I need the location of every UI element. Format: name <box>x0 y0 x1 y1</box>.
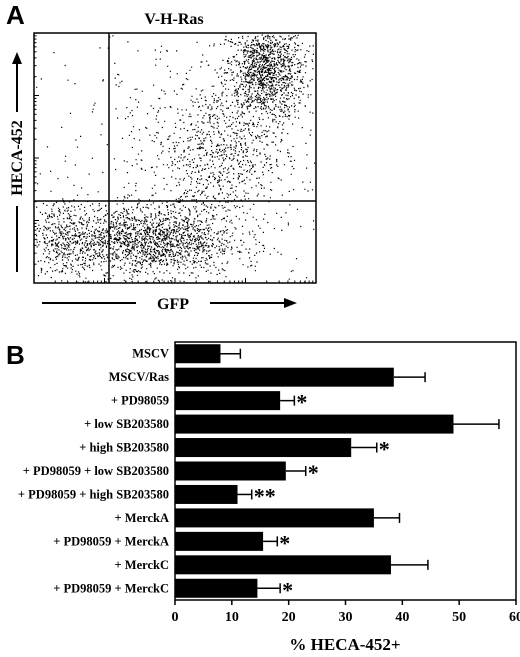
bar <box>175 508 374 528</box>
scatter-ticks <box>33 35 314 284</box>
bar <box>175 461 286 481</box>
bar-x-tick-label: 60 <box>509 610 520 625</box>
bar-x-tick-label: 50 <box>452 610 466 625</box>
x-axis-arrow-label: GFP <box>42 296 297 313</box>
significance-marker: * <box>308 460 319 485</box>
bar-x-tick-label: 0 <box>172 610 179 625</box>
scatter-y-label: HECA-452 <box>9 120 26 196</box>
scatter-dots <box>36 34 316 283</box>
scatter-plot-frame <box>33 32 317 284</box>
bar-category-label: + PD98059 <box>111 394 169 408</box>
bar <box>175 438 352 458</box>
bar-category-label: + high SB203580 <box>79 441 169 455</box>
bar-category-label: MSCV/Ras <box>109 370 170 384</box>
bar <box>175 367 394 387</box>
panel-b-letter: B <box>6 340 25 370</box>
bar <box>175 414 454 434</box>
significance-marker: ** <box>254 483 276 508</box>
bar-category-label: + PD98059 + MerckA <box>53 534 169 548</box>
bar-category-label: + MerckC <box>115 558 169 572</box>
bar-chart: MSCV MSCV/Ras + PD98059 * + low SB203580 + hi… <box>18 341 520 654</box>
bar <box>175 484 238 504</box>
bar-group: MSCV MSCV/Ras + PD98059 * + low SB203580 + hi… <box>18 344 500 602</box>
significance-marker: * <box>282 577 293 602</box>
bar-category-label: + PD98059 + MerckC <box>53 581 169 595</box>
bar <box>175 578 258 598</box>
panel-a-letter: A <box>6 0 25 30</box>
significance-marker: * <box>279 530 290 555</box>
y-arrow-head-icon <box>12 52 22 64</box>
bar-category-label: MSCV <box>132 347 169 361</box>
scatter-points <box>36 34 316 283</box>
bar-x-tick-label: 20 <box>282 610 296 625</box>
panel-a-title: V-H-Ras <box>144 11 203 28</box>
bar-category-label: + PD98059 + low SB203580 <box>23 464 169 478</box>
bar-category-label: + low SB203580 <box>84 417 169 431</box>
x-arrow-head-icon <box>284 298 297 308</box>
bar-x-axis: 0 10 20 30 40 50 60 <box>172 600 520 625</box>
bar-category-label: + MerckA <box>115 511 169 525</box>
bar-category-label: + PD98059 + high SB203580 <box>18 487 169 501</box>
y-axis-arrow-label: HECA-452 <box>9 52 26 272</box>
bar <box>175 344 221 364</box>
scatter-plot <box>33 32 317 284</box>
bar-x-tick-label: 40 <box>395 610 409 625</box>
scatter-x-label: GFP <box>157 296 189 313</box>
bar <box>175 531 264 551</box>
bar <box>175 555 391 575</box>
bar-x-tick-label: 10 <box>225 610 239 625</box>
significance-marker: * <box>296 390 307 415</box>
bar-x-tick-label: 30 <box>339 610 353 625</box>
bar <box>175 391 281 411</box>
significance-marker: * <box>379 437 390 462</box>
bar-x-label: % HECA-452+ <box>289 635 400 654</box>
